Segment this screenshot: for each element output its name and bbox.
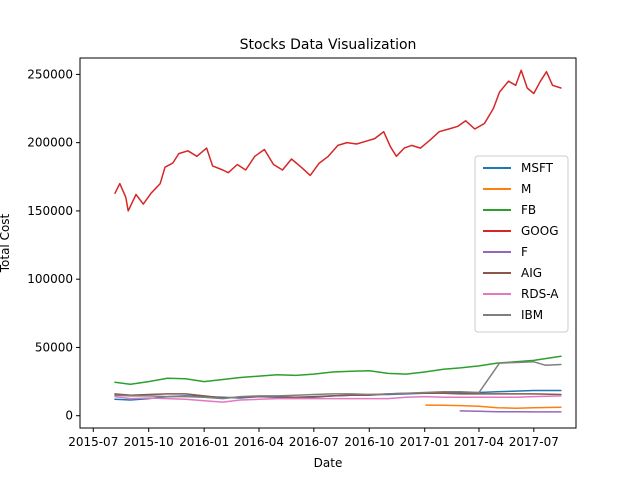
legend-box bbox=[474, 155, 569, 333]
series-line-ibm bbox=[114, 361, 562, 400]
x-tick-label: 2016-10 bbox=[344, 435, 394, 449]
series-line-rds-a bbox=[114, 395, 562, 403]
x-axis-ticks: 2015-07 2015-10 2016-01 2016-04 2016-07 2016-… bbox=[68, 428, 559, 449]
y-tick-label: 250000 bbox=[27, 67, 73, 81]
chart-title: Stocks Data Visualization bbox=[240, 37, 417, 53]
x-tick-label: 2016-01 bbox=[179, 435, 229, 449]
legend-label-ibm: IBM bbox=[521, 308, 543, 322]
x-axis-label: Date bbox=[314, 456, 343, 470]
y-tick-label: 150000 bbox=[27, 204, 73, 218]
series-line-goog bbox=[114, 69, 562, 212]
y-tick-label: 100000 bbox=[27, 272, 73, 286]
x-tick-label: 2015-10 bbox=[124, 435, 174, 449]
series-line-aig bbox=[114, 392, 562, 399]
x-tick-label: 2016-04 bbox=[234, 435, 284, 449]
legend: MSFT M FB GOOG F AIG RDS-A IBM bbox=[474, 155, 569, 333]
legend-label-m: M bbox=[521, 182, 531, 196]
y-axis-label: Total Cost bbox=[0, 213, 12, 273]
plot-area-frame bbox=[79, 57, 577, 429]
legend-label-f: F bbox=[521, 245, 528, 259]
plot-lines bbox=[114, 69, 562, 413]
series-line-fb bbox=[114, 355, 562, 386]
legend-label-goog: GOOG bbox=[521, 224, 559, 238]
x-tick-label: 2017-07 bbox=[509, 435, 559, 449]
legend-label-rds-a: RDS-A bbox=[521, 287, 559, 301]
y-tick-label: 50000 bbox=[35, 340, 73, 354]
y-tick-label: 200000 bbox=[27, 136, 73, 150]
legend-label-aig: AIG bbox=[521, 266, 542, 280]
x-tick-label: 2017-01 bbox=[400, 435, 450, 449]
y-tick-label: 0 bbox=[65, 409, 73, 423]
x-tick-label: 2015-07 bbox=[68, 435, 118, 449]
legend-label-fb: FB bbox=[521, 203, 536, 217]
legend-label-msft: MSFT bbox=[521, 161, 554, 175]
x-tick-label: 2016-07 bbox=[289, 435, 339, 449]
series-line-m bbox=[425, 404, 562, 409]
series-line-f bbox=[459, 410, 562, 413]
x-tick-label: 2017-04 bbox=[454, 435, 504, 449]
y-axis-ticks: 0 50000 100000 150000 200000 250000 bbox=[27, 67, 80, 423]
